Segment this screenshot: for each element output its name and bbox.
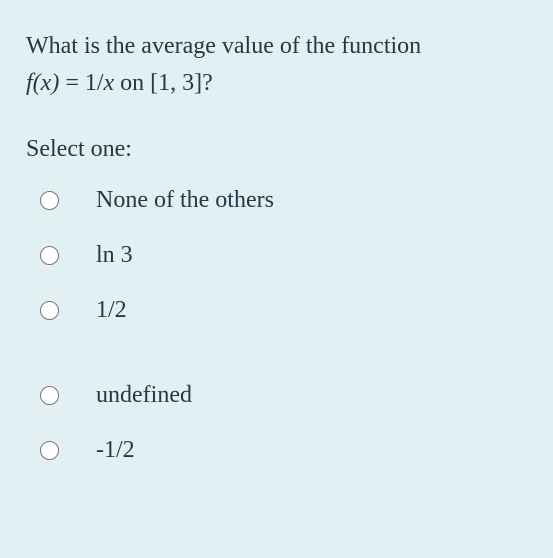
option-row[interactable]: -1/2 bbox=[26, 431, 527, 470]
option-row[interactable]: ln 3 bbox=[26, 236, 527, 275]
options-group: None of the others ln 3 1/2 undefined -1… bbox=[26, 181, 527, 486]
radio-wrap bbox=[26, 246, 82, 265]
option-row[interactable]: undefined bbox=[26, 376, 527, 415]
option-row[interactable]: None of the others bbox=[26, 181, 527, 220]
option-label: None of the others bbox=[82, 187, 274, 214]
radio-option-2[interactable] bbox=[40, 301, 59, 320]
radio-wrap bbox=[26, 441, 82, 460]
radio-wrap bbox=[26, 301, 82, 320]
option-label: undefined bbox=[82, 382, 192, 409]
radio-wrap bbox=[26, 191, 82, 210]
select-prompt: Select one: bbox=[26, 136, 527, 163]
radio-option-1[interactable] bbox=[40, 246, 59, 265]
question-line1: What is the average value of the functio… bbox=[26, 33, 421, 59]
question-on: on [1, 3]? bbox=[114, 70, 213, 96]
radio-option-4[interactable] bbox=[40, 441, 59, 460]
question-eq: = 1/ bbox=[59, 70, 103, 96]
option-label: ln 3 bbox=[82, 242, 133, 269]
option-label: -1/2 bbox=[82, 437, 135, 464]
question-fx: f(x) bbox=[26, 70, 59, 96]
question-text: What is the average value of the functio… bbox=[26, 28, 527, 102]
question-x: x bbox=[104, 70, 115, 96]
option-row[interactable]: 1/2 bbox=[26, 291, 527, 330]
radio-wrap bbox=[26, 386, 82, 405]
option-label: 1/2 bbox=[82, 297, 127, 324]
radio-option-3[interactable] bbox=[40, 386, 59, 405]
radio-option-0[interactable] bbox=[40, 191, 59, 210]
